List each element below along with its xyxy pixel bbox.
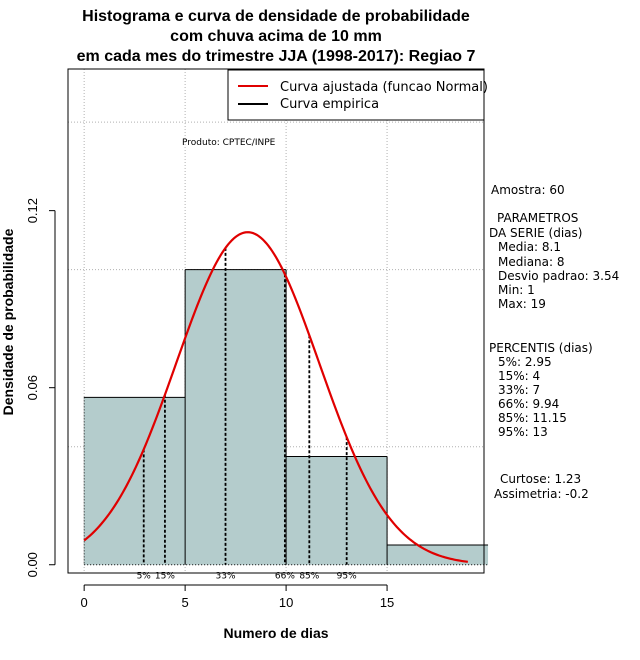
param-mean: Media: 8.1 — [498, 240, 561, 254]
histogram-bars — [83, 269, 489, 566]
x-tick-label: 0 — [81, 595, 88, 610]
percentile-label: 15% — [155, 572, 175, 582]
stats-panel: Amostra: 60 PARAMETROS DA SERIE (dias) M… — [489, 183, 619, 501]
y-tick-label: 0.12 — [25, 198, 40, 223]
param-stddev: Desvio padrao: 3.54 — [498, 269, 619, 283]
y-tick-label: 0.00 — [25, 552, 40, 577]
param-min: Min: 1 — [498, 283, 535, 297]
percentile-label: 85% — [299, 572, 319, 582]
percentile-label: 5% — [137, 572, 152, 582]
percentile-label: 95% — [337, 572, 357, 582]
percentile-15: 15%: 4 — [498, 369, 540, 383]
percentile-lines: 5% 15% 33% 66% 85% 95% — [137, 247, 357, 582]
kurtosis: Curtose: 1.23 — [500, 472, 581, 486]
histogram-bar — [84, 397, 186, 565]
percentile-33: 33%: 7 — [498, 383, 540, 397]
legend-box — [227, 69, 485, 121]
percentile-label: 66% — [275, 572, 295, 582]
param-max: Max: 19 — [498, 297, 546, 311]
percentile-66: 66%: 9.94 — [498, 397, 559, 411]
percentile-label: 33% — [216, 572, 236, 582]
chart-title-line-2: com chuva acima de 10 mm — [170, 28, 382, 45]
percentile-95: 95%: 13 — [498, 425, 548, 439]
normal-fit-curve — [83, 231, 468, 563]
params-title-2: DA SERIE (dias) — [489, 226, 582, 240]
param-median: Mediana: 8 — [498, 255, 565, 269]
histogram-bar — [286, 456, 388, 565]
chart-title-line-3: em cada mes do trimestre JJA (1998-2017)… — [77, 48, 476, 65]
params-title-1: PARAMETROS — [497, 211, 578, 225]
histogram-bar — [185, 269, 287, 565]
x-axis-title: Numero de dias — [223, 625, 328, 641]
percentile-5: 5%: 2.95 — [498, 355, 552, 369]
percentiles-title: PERCENTIS (dias) — [489, 341, 593, 355]
product-annotation: Produto: CPTEC/INPE — [182, 138, 276, 148]
y-tick-label: 0.06 — [25, 375, 40, 400]
legend: Curva ajustada (funcao Normal) Curva emp… — [227, 69, 488, 121]
percentile-85: 85%: 11.15 — [498, 411, 567, 425]
x-tick-label: 10 — [279, 595, 293, 610]
x-axis: 0 5 10 15 — [81, 584, 394, 610]
x-tick-label: 15 — [380, 595, 394, 610]
sample-size: Amostra: 60 — [491, 183, 565, 197]
y-axis-title: Densidade de probabilidade — [0, 228, 16, 415]
chart-title-line-1: Histograma e curva de densidade de proba… — [82, 8, 470, 25]
legend-label-normal: Curva ajustada (funcao Normal) — [280, 80, 488, 95]
legend-label-empirical: Curva empirica — [280, 97, 379, 112]
plot-frame — [67, 68, 485, 574]
skewness: Assimetria: -0.2 — [494, 487, 589, 501]
x-tick-label: 5 — [182, 595, 189, 610]
y-axis: 0.00 0.06 0.12 — [25, 198, 56, 577]
